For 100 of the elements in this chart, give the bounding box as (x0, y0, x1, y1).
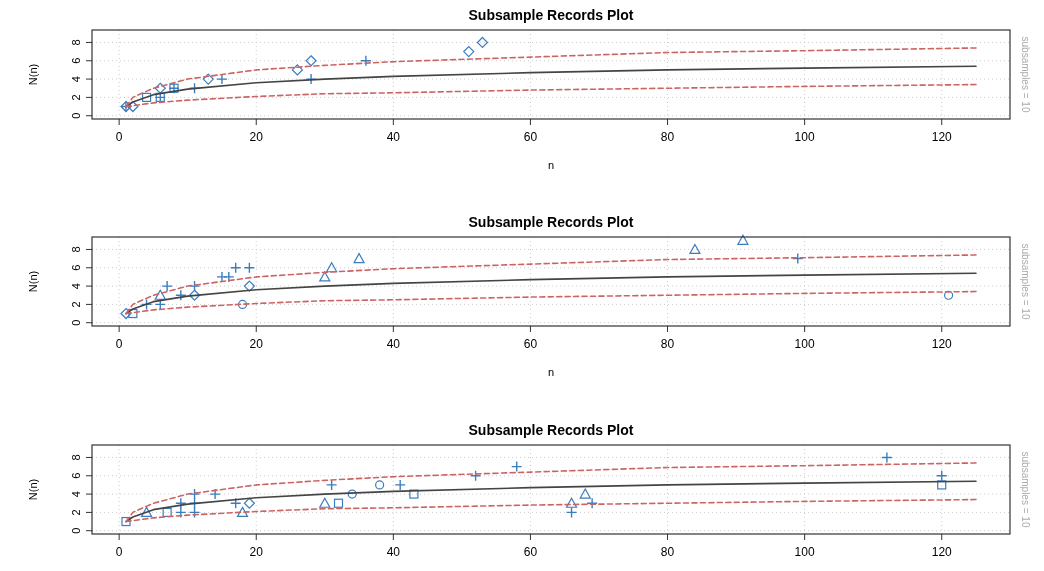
x-tick-label: 20 (249, 337, 264, 351)
x-tick-label: 40 (386, 130, 401, 144)
point (319, 271, 331, 282)
x-tick-label: 100 (794, 545, 815, 559)
x-tick-label: 120 (931, 545, 953, 559)
x-tick-label: 60 (523, 337, 538, 351)
point (202, 73, 214, 85)
point (936, 470, 948, 482)
point (161, 280, 173, 292)
x-tick-label: 40 (386, 337, 401, 351)
point (188, 289, 201, 301)
y-axis-title: N(n) (27, 63, 39, 86)
y-tick-label: 0 (70, 112, 82, 119)
point (333, 498, 344, 508)
y-tick-label: 2 (70, 301, 82, 308)
x-tick-label: 80 (660, 130, 675, 144)
y-tick-label: 4 (70, 491, 82, 498)
point (128, 308, 138, 319)
point (120, 307, 132, 320)
y-tick-label: 6 (70, 264, 82, 271)
y-tick-label: 6 (70, 57, 82, 64)
point (229, 262, 242, 274)
point (319, 497, 331, 508)
point (325, 479, 338, 491)
x-tick-label: 120 (931, 337, 953, 351)
x-tick-label: 60 (523, 130, 538, 144)
point (140, 506, 153, 517)
point (229, 497, 242, 509)
point (937, 480, 947, 490)
point (689, 243, 701, 255)
x-tick-label: 100 (794, 130, 815, 144)
x-tick-label: 100 (794, 337, 815, 351)
y-tick-label: 8 (70, 39, 82, 46)
point (154, 289, 166, 300)
chart-title: Subsample Records Plot (468, 7, 634, 23)
point (175, 289, 187, 301)
point (579, 488, 591, 499)
x-tick-label: 40 (386, 545, 401, 559)
point (375, 480, 385, 490)
text: subsamples = 10 (1020, 36, 1031, 113)
point (141, 92, 152, 102)
y-tick-label: 4 (70, 283, 82, 290)
y-tick-label: 8 (70, 454, 82, 461)
point (154, 82, 166, 94)
point (243, 262, 256, 274)
x-tick-label: 0 (115, 130, 123, 144)
point (347, 489, 357, 499)
point (162, 507, 172, 517)
y-tick-label: 4 (70, 76, 82, 83)
point (353, 253, 365, 264)
point (188, 506, 201, 519)
point (394, 479, 406, 491)
point (586, 497, 598, 509)
y-tick-label: 0 (70, 527, 82, 534)
point (881, 451, 893, 464)
x-tick-label: 0 (115, 545, 123, 559)
y-tick-label: 8 (70, 246, 82, 253)
x-tick-label: 20 (249, 545, 264, 559)
x-axis-title: n (547, 366, 555, 378)
point (175, 506, 187, 519)
chart-title: Subsample Records Plot (468, 422, 634, 438)
point (223, 271, 235, 283)
x-tick-label: 80 (660, 545, 675, 559)
point (943, 290, 954, 300)
point (188, 280, 201, 292)
point (409, 489, 419, 499)
x-tick-label: 60 (523, 545, 538, 559)
point (565, 506, 578, 519)
x-tick-label: 0 (115, 337, 123, 351)
x-tick-label: 80 (660, 337, 675, 351)
point (140, 298, 153, 311)
point (463, 46, 475, 58)
point (476, 36, 489, 49)
point (565, 497, 578, 508)
x-tick-label: 20 (249, 130, 264, 144)
point (243, 497, 255, 509)
x-tick-label: 120 (931, 130, 953, 144)
y-tick-label: 0 (70, 319, 82, 326)
point (469, 470, 482, 482)
point (127, 100, 139, 113)
y-tick-label: 2 (70, 509, 82, 516)
point (737, 234, 749, 245)
point (326, 262, 338, 273)
y-tick-label: 6 (70, 472, 82, 479)
point (360, 55, 372, 67)
y-tick-label: 2 (70, 94, 82, 101)
point (188, 488, 201, 500)
point (511, 460, 523, 473)
point (236, 506, 249, 517)
point (121, 516, 131, 527)
y-axis-title: N(n) (27, 270, 39, 293)
chart-title: Subsample Records Plot (468, 214, 634, 230)
x-axis-title: n (547, 159, 555, 171)
point (291, 64, 303, 76)
point (175, 497, 187, 509)
point (243, 280, 255, 292)
y-axis-title: N(n) (27, 478, 39, 501)
point (305, 55, 317, 67)
point (237, 299, 248, 309)
text: subsamples = 10 (1020, 243, 1031, 320)
